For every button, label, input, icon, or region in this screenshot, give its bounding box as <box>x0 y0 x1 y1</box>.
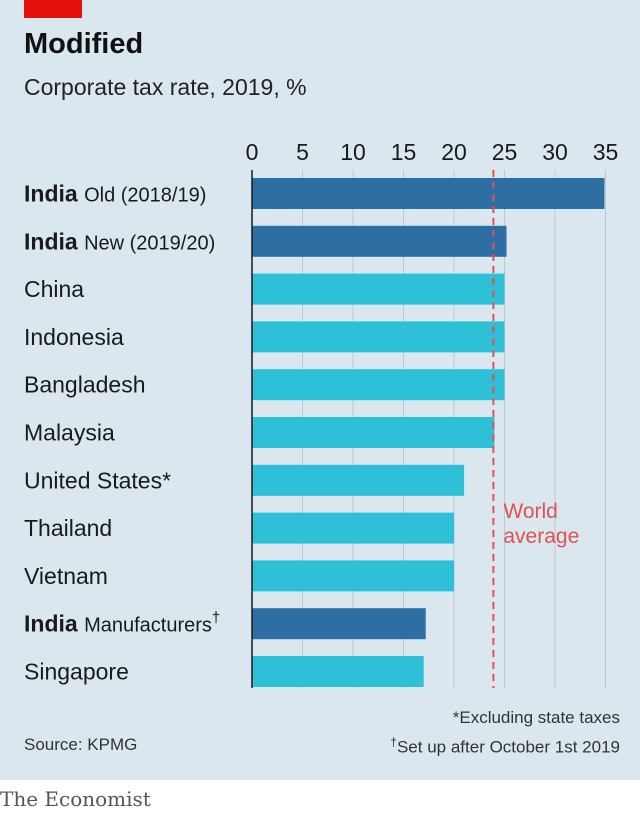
source-note: Source: KPMG <box>24 735 138 754</box>
bar-6 <box>252 464 465 496</box>
category-label-1: India New (2019/20) <box>24 228 215 254</box>
category-label-9: India Manufacturers† <box>24 610 220 637</box>
bar-2 <box>252 273 505 305</box>
tick-label-10: 10 <box>340 139 366 165</box>
category-label-0: India Old (2018/19) <box>24 181 206 207</box>
category-label-10: Singapore <box>24 659 129 685</box>
category-label-5: Malaysia <box>24 420 115 446</box>
bar-10 <box>252 656 424 687</box>
bar-5 <box>252 417 495 448</box>
footnote-manufacturers: †Set up after October 1st 2019 <box>390 735 620 758</box>
bar-3 <box>252 321 505 353</box>
category-label-6: United States* <box>24 467 171 493</box>
bar-7 <box>252 512 454 544</box>
tick-label-15: 15 <box>391 139 417 165</box>
economist-logo: The Economist <box>0 787 151 811</box>
tick-label-35: 35 <box>593 139 619 165</box>
bar-1 <box>252 225 507 257</box>
chart-subtitle: Corporate tax rate, 2019, % <box>24 74 307 100</box>
tick-label-30: 30 <box>542 139 568 165</box>
bar-0 <box>252 178 605 209</box>
world-average-label-1: average <box>503 525 579 548</box>
tick-label-0: 0 <box>246 139 259 165</box>
category-label-2: China <box>24 276 84 302</box>
tick-label-25: 25 <box>492 139 518 165</box>
footnote-state-taxes: *Excluding state taxes <box>452 708 620 727</box>
brand-red-tag <box>24 0 82 18</box>
bar-8 <box>252 560 454 592</box>
world-average-label-0: World <box>503 500 557 523</box>
category-label-3: Indonesia <box>24 324 124 350</box>
bar-4 <box>252 369 505 401</box>
tick-label-20: 20 <box>441 139 467 165</box>
dagger-mark: † <box>390 735 397 749</box>
chart-title: Modified <box>24 28 144 60</box>
bar-9 <box>252 608 426 640</box>
tick-label-5: 5 <box>296 139 309 165</box>
category-label-7: Thailand <box>24 515 112 541</box>
category-label-4: Bangladesh <box>24 372 146 398</box>
category-label-8: Vietnam <box>24 563 108 589</box>
footnote-manufacturers-text: Set up after October 1st 2019 <box>396 737 620 757</box>
bar-chart: 0 5 10 15 20 25 30 35 India Old (2018/19) India N… <box>24 139 619 688</box>
